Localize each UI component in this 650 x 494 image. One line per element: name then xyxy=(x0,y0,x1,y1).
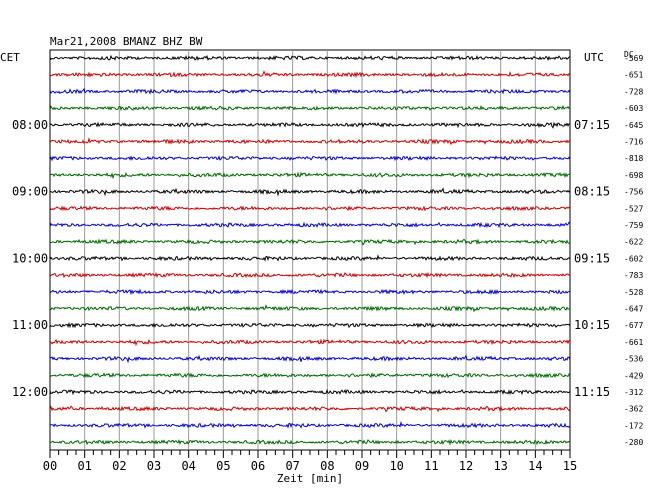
x-tick-label-4: 04 xyxy=(181,459,195,473)
trace-21 xyxy=(49,405,571,413)
x-tick-label-15: 15 xyxy=(563,459,577,473)
x-tick-label-8: 08 xyxy=(320,459,334,473)
offset-label-11: -622 xyxy=(624,238,643,247)
x-tick-label-7: 07 xyxy=(285,459,299,473)
x-tick-label-2: 02 xyxy=(112,459,126,473)
trace-18 xyxy=(49,354,571,364)
utc-time-label-0: 07:15 xyxy=(574,118,610,132)
trace-20 xyxy=(49,388,571,396)
trace-7 xyxy=(49,171,571,180)
trace-10 xyxy=(49,221,571,229)
x-tick-label-9: 09 xyxy=(355,459,369,473)
x-tick-label-10: 10 xyxy=(389,459,403,473)
cet-time-labels: 08:00 09:00 10:00 11:00 12:00 xyxy=(12,118,48,399)
offset-label-16: -677 xyxy=(624,321,643,330)
trace-4 xyxy=(49,121,571,129)
trace-15 xyxy=(49,304,571,313)
offset-label-14: -528 xyxy=(624,288,643,297)
offset-label-20: -312 xyxy=(624,388,643,397)
trace-14 xyxy=(49,288,571,296)
x-tick-label-14: 14 xyxy=(528,459,542,473)
offset-label-21: -362 xyxy=(624,405,643,414)
offset-labels: -569 -651 -728 -603 -645 -716 -818 -698 -756 -527… xyxy=(624,54,643,447)
x-tick-label-6: 06 xyxy=(251,459,265,473)
x-tick-label-13: 13 xyxy=(493,459,507,473)
offset-label-18: -536 xyxy=(624,355,643,364)
offset-label-4: -645 xyxy=(624,121,643,130)
utc-time-label-4: 11:15 xyxy=(574,385,610,399)
x-tick-label-5: 05 xyxy=(216,459,230,473)
trace-12 xyxy=(49,254,571,262)
trace-1 xyxy=(49,70,571,79)
trace-16 xyxy=(49,321,571,329)
x-tick-label-1: 01 xyxy=(77,459,91,473)
offset-label-5: -716 xyxy=(624,138,643,147)
x-tick-label-11: 11 xyxy=(424,459,438,473)
x-axis-label: Zeit [min] xyxy=(277,472,343,485)
trace-17 xyxy=(49,338,571,347)
offset-label-17: -661 xyxy=(624,338,643,347)
offset-label-10: -759 xyxy=(624,221,643,230)
x-tick-label-3: 03 xyxy=(147,459,161,473)
cet-time-label-0: 08:00 xyxy=(12,118,48,132)
seismic-traces xyxy=(49,54,571,446)
utc-axis-label: UTC xyxy=(584,51,604,64)
trace-2 xyxy=(49,87,571,95)
offset-label-6: -818 xyxy=(624,154,643,163)
cet-time-label-2: 10:00 xyxy=(12,251,48,265)
offset-label-15: -647 xyxy=(624,305,643,314)
trace-19 xyxy=(49,372,571,379)
offset-label-1: -651 xyxy=(624,71,643,80)
cet-time-label-3: 11:00 xyxy=(12,318,48,332)
offset-label-13: -783 xyxy=(624,271,643,280)
minute-grid xyxy=(84,50,536,450)
cet-time-label-1: 09:00 xyxy=(12,185,48,199)
offset-label-22: -172 xyxy=(624,421,643,430)
offset-label-9: -527 xyxy=(624,204,643,213)
trace-13 xyxy=(49,272,571,279)
x-axis: 00 01 02 03 04 05 06 07 08 09 10 11 12 13 14 15 xyxy=(43,450,577,473)
trace-11 xyxy=(49,238,571,246)
trace-9 xyxy=(49,205,571,212)
utc-time-label-2: 09:15 xyxy=(574,251,610,265)
trace-3 xyxy=(49,104,571,112)
offset-label-12: -602 xyxy=(624,254,643,263)
utc-time-labels: 07:15 08:15 09:15 10:15 11:15 xyxy=(574,118,610,399)
offset-label-0: -569 xyxy=(624,54,643,63)
trace-22 xyxy=(49,420,571,429)
plot-frame xyxy=(49,49,571,451)
chart-title: Mar21,2008 BMANZ BHZ BW xyxy=(50,35,203,48)
trace-8 xyxy=(49,187,571,197)
offset-axis-label: DC xyxy=(624,50,634,59)
trace-23 xyxy=(49,438,571,446)
cet-time-label-4: 12:00 xyxy=(12,385,48,399)
offset-label-8: -756 xyxy=(624,188,643,197)
x-tick-label-0: 00 xyxy=(43,459,57,473)
trace-6 xyxy=(49,155,571,162)
offset-label-2: -728 xyxy=(624,87,643,96)
offset-label-7: -698 xyxy=(624,171,643,180)
offset-label-19: -429 xyxy=(624,371,643,380)
x-tick-label-12: 12 xyxy=(459,459,473,473)
utc-time-label-1: 08:15 xyxy=(574,185,610,199)
cet-axis-label: CET xyxy=(0,51,20,64)
trace-5 xyxy=(49,136,571,146)
offset-label-3: -603 xyxy=(624,104,643,113)
trace-0 xyxy=(49,54,571,61)
utc-time-label-3: 10:15 xyxy=(574,318,610,332)
offset-label-23: -280 xyxy=(624,438,643,447)
